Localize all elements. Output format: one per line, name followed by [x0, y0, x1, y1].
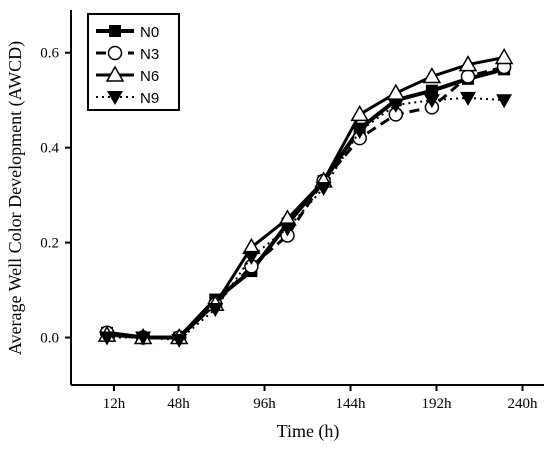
data-point-N9	[243, 250, 260, 265]
x-tick-label: 144h	[336, 396, 367, 412]
data-point-N6	[105, 65, 125, 82]
data-point-N9	[171, 333, 188, 348]
data-point-N3	[107, 45, 123, 61]
series-line-N6	[106, 55, 505, 340]
data-point-N9	[496, 94, 513, 109]
data-point-N9	[315, 182, 332, 197]
data-point-N9	[207, 303, 224, 318]
data-point-N9	[279, 222, 296, 237]
y-axis-title: Average Well Color Development (AWCD)	[5, 41, 26, 355]
x-tick-label: 96h	[253, 396, 276, 412]
legend-item-N0: N0	[96, 24, 159, 41]
x-tick-label: 48h	[167, 396, 190, 412]
legend-label: N9	[140, 90, 159, 107]
data-point-N0	[109, 25, 121, 37]
legend-label: N3	[140, 46, 159, 63]
legend-item-N9: N9	[96, 90, 159, 107]
data-point-N6	[422, 66, 442, 84]
data-point-N9	[387, 98, 404, 113]
y-tick-label: 0.4	[40, 141, 59, 157]
legend-box	[87, 13, 180, 111]
series-line-N9	[107, 96, 505, 341]
y-tick-label: 0.6	[40, 46, 59, 62]
data-point-N6	[494, 47, 514, 65]
data-point-N3	[460, 69, 476, 84]
data-point-N9	[460, 91, 476, 106]
series-N9	[99, 91, 513, 348]
data-point-N9	[423, 94, 440, 109]
legend-item-N3: N3	[96, 45, 159, 63]
data-point-N0	[425, 84, 438, 97]
data-point-N9	[135, 331, 152, 346]
x-tick-label: 240h	[508, 396, 539, 412]
data-point-N9	[351, 125, 368, 140]
data-point-N6	[458, 55, 478, 72]
legend-label: N6	[140, 68, 159, 85]
data-point-N9	[99, 331, 115, 346]
legend-label: N0	[140, 24, 159, 41]
data-point-N9	[107, 91, 123, 105]
y-tick-label: 0.2	[40, 236, 59, 252]
data-point-N6	[350, 104, 369, 122]
legend: N0 N3 N6 N9	[87, 13, 180, 111]
x-tick-label: 12h	[103, 396, 126, 412]
x-axis-title: Time (h)	[277, 421, 340, 442]
x-tick-label: 192h	[422, 396, 453, 412]
y-tick-label: 0.0	[40, 331, 59, 347]
legend-item-N6: N6	[96, 65, 159, 85]
